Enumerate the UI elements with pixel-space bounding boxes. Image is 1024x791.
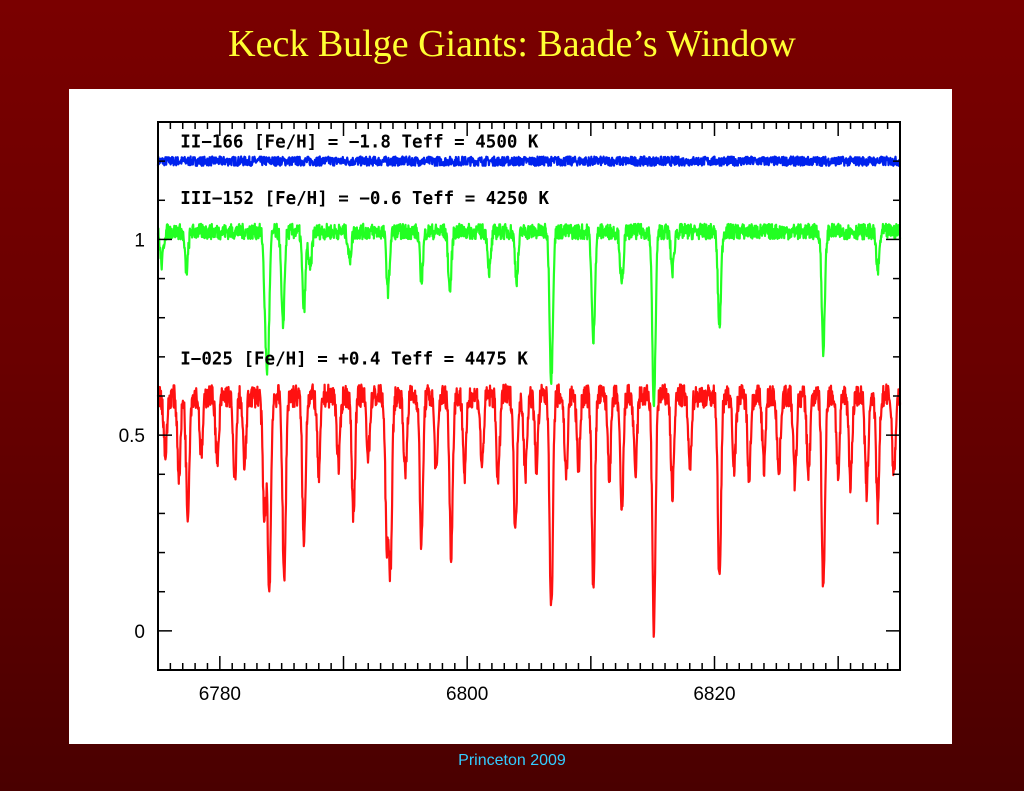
spectrum-line-2 — [156, 222, 902, 408]
slide-footer: Princeton 2009 — [458, 752, 566, 769]
spectra-chart: 6780 6800 6820 0 0.5 1 II−166 [Fe/H] = −1.8 Te… — [119, 121, 902, 705]
x-tick-label: 6780 — [199, 684, 241, 705]
x-tick-label: 6820 — [693, 684, 735, 705]
y-tick-label: 1 — [134, 230, 145, 251]
spectrum-annotation-2: III−152 [Fe/H] = −0.6 Teff = 4250 K — [180, 189, 549, 209]
spectrum-line-3 — [156, 383, 902, 638]
spectra-plot-panel: 6780 6800 6820 0 0.5 1 II−166 [Fe/H] = −1.8 Te… — [69, 89, 952, 744]
y-tick-label: 0 — [134, 622, 145, 643]
spectrum-line-1 — [156, 155, 901, 167]
spectrum-annotation-3: I−025 [Fe/H] = +0.4 Teff = 4475 K — [180, 350, 528, 370]
y-tick-label: 0.5 — [119, 426, 145, 447]
x-tick-label: 6800 — [446, 684, 488, 705]
spectrum-annotation-1: II−166 [Fe/H] = −1.8 Teff = 4500 K — [180, 132, 539, 152]
slide-title: Keck Bulge Giants: Baade’s Window — [228, 23, 796, 65]
